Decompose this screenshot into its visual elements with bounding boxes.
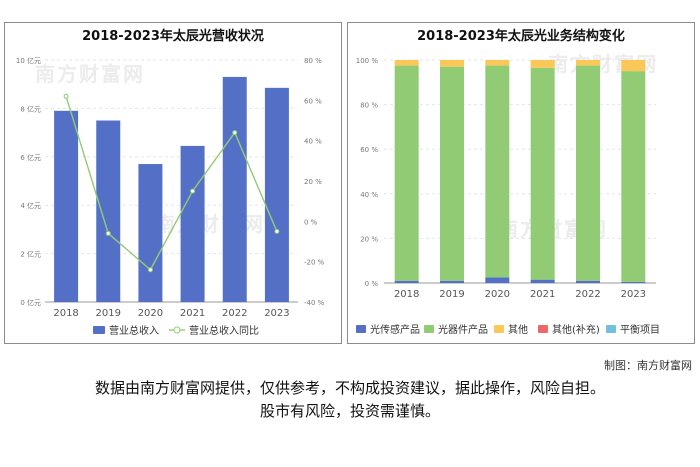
legend-label: 光器件产品 <box>438 323 488 336</box>
bar-segment-光传感产品 <box>576 280 600 283</box>
legend-swatch-revenue <box>93 326 105 334</box>
y-tick-label: 0 % <box>365 280 379 288</box>
revenue-chart-svg: 0 亿元 2 亿元 4 亿元 6 亿元 8 亿元 10 亿元 -40 % -20 % 0 % 20… <box>16 56 325 337</box>
bar-segment-光器件产品 <box>440 66 464 281</box>
legend-swatch <box>424 325 434 333</box>
y-left-tick-label: 8 亿元 <box>20 104 41 113</box>
bar-segment-光器件产品 <box>576 65 600 281</box>
x-tick-label: 2020 <box>485 289 510 300</box>
x-tick-label: 2021 <box>180 308 205 319</box>
point-revenue-yoy <box>147 267 153 273</box>
bar-revenue <box>96 120 121 302</box>
legend-label-yoy: 营业总收入同比 <box>189 324 259 337</box>
y-left-tick-label: 2 亿元 <box>20 250 41 259</box>
bar-segment-光传感产品 <box>485 277 510 283</box>
y-tick-label: 60 % <box>360 146 378 154</box>
legend-label: 平衡项目 <box>620 324 660 336</box>
y-right-tick-label: 60 % <box>304 97 322 105</box>
y-right-tick-label: 80 % <box>304 57 322 65</box>
y-tick-label: 40 % <box>360 191 378 199</box>
bar-segment-光器件产品 <box>485 65 510 278</box>
x-tick-label: 2018 <box>53 308 78 319</box>
y-right-tick-label: 0 % <box>304 218 318 226</box>
y-left-tick-label: 10 亿元 <box>16 56 41 65</box>
point-revenue-yoy <box>63 93 69 99</box>
bar-revenue <box>138 164 163 302</box>
chart-credit: 制图：南方财富网 <box>604 359 692 372</box>
point-revenue-yoy <box>190 188 196 194</box>
bar-segment-光传感产品 <box>621 281 646 283</box>
y-tick-label: 20 % <box>360 235 378 243</box>
bar-segment-光器件产品 <box>530 67 555 280</box>
bar-segment-光器件产品 <box>394 65 419 281</box>
y-tick-label: 100 % <box>356 57 379 65</box>
structure-chart-svg: 0 % 20 % 40 % 60 % 80 % 100 % 2018 2019 2020 2021… <box>356 57 660 336</box>
disclaimer-line-2: 股市有风险，投资需谨慎。 <box>259 402 440 420</box>
bar-segment-光传感产品 <box>394 280 419 283</box>
bar-segment-光传感产品 <box>530 279 555 283</box>
bar-segment-光传感产品 <box>440 280 464 283</box>
legend-swatch <box>606 325 616 333</box>
y-right-tick-label: 20 % <box>304 178 322 186</box>
x-tick-label: 2020 <box>138 308 163 319</box>
y-right-tick-label: -20 % <box>304 259 325 267</box>
bar-segment-其他 <box>394 60 419 66</box>
legend-label: 其他(补充) <box>552 323 600 336</box>
revenue-chart-title: 2018-2023年太辰光营收状况 <box>82 29 264 44</box>
x-tick-label: 2022 <box>222 308 247 319</box>
bar-revenue <box>264 87 289 302</box>
x-tick-label: 2018 <box>394 289 419 300</box>
y-left-tick-label: 0 亿元 <box>20 298 41 307</box>
disclaimer-line-1: 数据由南方财富网提供，仅供参考，不构成投资建议，据此操作，风险自担。 <box>94 379 605 397</box>
y-tick-label: 80 % <box>360 102 378 110</box>
bar-segment-其他 <box>485 60 510 66</box>
legend-label: 光传感产品 <box>370 323 420 336</box>
y-right-tick-label: -40 % <box>304 299 325 307</box>
legend-swatch <box>356 325 366 333</box>
bar-revenue <box>222 76 247 302</box>
y-right-tick-label: 40 % <box>304 138 322 146</box>
point-revenue-yoy <box>232 130 238 136</box>
legend-swatch <box>538 325 548 333</box>
structure-chart-title: 2018-2023年太辰光业务结构变化 <box>417 29 625 44</box>
point-revenue-yoy <box>105 230 111 236</box>
legend-label: 其他 <box>508 323 528 336</box>
x-tick-label: 2019 <box>439 289 464 300</box>
bar-segment-其他 <box>440 60 464 67</box>
bar-segment-其他 <box>621 60 646 72</box>
bar-segment-其他 <box>530 60 555 68</box>
x-tick-label: 2023 <box>621 289 646 300</box>
bar-segment-光器件产品 <box>621 71 646 282</box>
bar-revenue <box>180 145 205 302</box>
bar-segment-其他 <box>576 60 600 66</box>
line-revenue-yoy <box>65 96 278 271</box>
revenue-chart-panel: 2018-2023年太辰光营收状况 南方财富网 南方财富网 0 亿元 2 亿元 4 … <box>4 22 342 344</box>
structure-chart-panel: 2018-2023年太辰光业务结构变化 南方财富网 南方财富网 0 %20 %4… <box>347 22 695 344</box>
x-tick-label: 2023 <box>264 308 289 319</box>
legend-label-revenue: 营业总收入 <box>109 324 159 337</box>
x-tick-label: 2021 <box>530 289 555 300</box>
legend-swatch <box>494 325 504 333</box>
y-left-tick-label: 4 亿元 <box>20 201 41 210</box>
bar-revenue <box>54 110 79 302</box>
point-revenue-yoy <box>274 228 280 234</box>
legend-marker-yoy <box>173 326 181 334</box>
y-left-tick-label: 6 亿元 <box>20 153 41 162</box>
x-tick-label: 2022 <box>575 289 600 300</box>
x-tick-label: 2019 <box>96 308 121 319</box>
